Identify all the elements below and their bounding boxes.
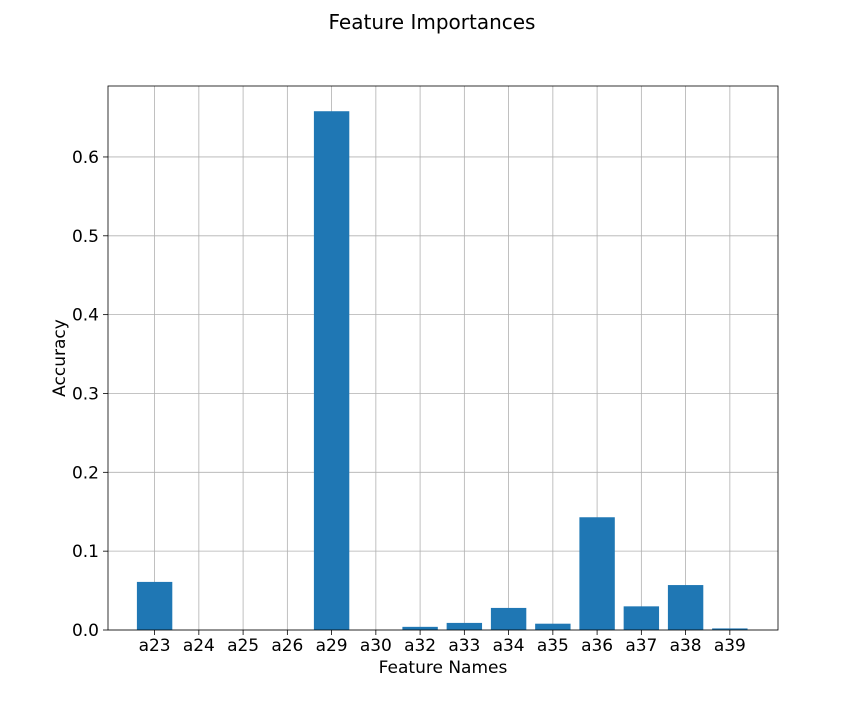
x-axis-ticks: a23 a24 a25 a26 a29 a30 a32 a33 a34 a35 a36 a37 a38 a… <box>139 630 746 656</box>
x-tick-label: a38 <box>670 636 702 656</box>
y-axis-title: Accuracy <box>50 319 70 397</box>
bar-a33 <box>446 622 483 630</box>
x-tick-label: a23 <box>139 636 171 656</box>
bar-a39 <box>712 628 748 630</box>
bar-a32 <box>402 626 438 630</box>
x-tick-label: a37 <box>625 636 657 656</box>
y-axis-ticks: 0.0 0.1 0.2 0.3 0.4 0.5 0.6 <box>72 148 108 641</box>
plot-frame <box>107 85 779 631</box>
x-tick-label: a32 <box>404 636 436 656</box>
y-tick-label: 0.0 <box>72 621 99 641</box>
y-tick-label: 0.2 <box>72 463 99 483</box>
bar-a34 <box>490 607 527 630</box>
x-tick-label: a36 <box>581 636 613 656</box>
bars <box>136 111 748 630</box>
x-tick-label: a29 <box>316 636 348 656</box>
chart-title: Feature Importances <box>329 10 536 34</box>
bar-a37 <box>623 606 660 630</box>
grid <box>108 86 778 631</box>
x-axis-title: Feature Names <box>379 658 508 678</box>
y-tick-label: 0.4 <box>72 306 99 326</box>
x-tick-label: a30 <box>360 636 392 656</box>
y-tick-label: 0.3 <box>72 384 99 404</box>
x-tick-label: a24 <box>183 636 215 656</box>
bar-a23 <box>136 581 173 630</box>
x-tick-label: a34 <box>493 636 525 656</box>
y-tick-label: 0.1 <box>72 542 99 562</box>
x-tick-label: a25 <box>227 636 259 656</box>
x-tick-label: a39 <box>714 636 746 656</box>
bar-a35 <box>535 623 571 630</box>
y-tick-label: 0.5 <box>72 227 99 247</box>
bar-a29 <box>313 111 350 630</box>
bar-a38 <box>667 585 704 630</box>
x-tick-label: a33 <box>448 636 480 656</box>
bar-a36 <box>579 517 615 630</box>
x-tick-label: a26 <box>271 636 303 656</box>
x-tick-label: a35 <box>537 636 569 656</box>
y-tick-label: 0.6 <box>72 148 99 168</box>
